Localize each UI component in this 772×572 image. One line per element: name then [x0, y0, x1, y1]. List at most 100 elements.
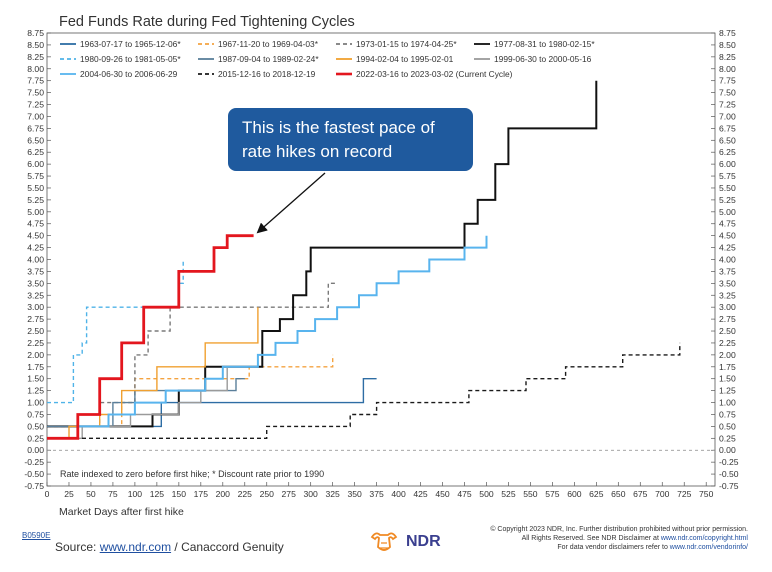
- source-link[interactable]: www.ndr.com: [99, 540, 172, 554]
- y-tick-label-left: 5.00: [27, 207, 44, 217]
- y-tick-label-right: 3.25: [719, 290, 736, 300]
- x-tick-label: 175: [194, 489, 209, 499]
- y-tick-label-right: 0.00: [719, 445, 736, 455]
- copyright-line-1: © Copyright 2023 NDR, Inc. Further distr…: [490, 526, 748, 533]
- y-tick-label-right: -0.25: [719, 457, 739, 467]
- y-tick-label-right: 4.25: [719, 243, 736, 253]
- y-tick-label-right: 1.00: [719, 398, 736, 408]
- series-line-5: [47, 259, 184, 404]
- y-tick-label-right: 5.50: [719, 183, 736, 193]
- y-tick-label-left: 6.50: [27, 135, 44, 145]
- y-tick-label-left: 0.25: [27, 433, 44, 443]
- y-tick-label-left: 7.25: [27, 100, 44, 110]
- y-tick-label-right: -0.50: [719, 469, 739, 479]
- y-tick-label-left: 6.75: [27, 123, 44, 133]
- y-tick-label-left: 2.00: [27, 350, 44, 360]
- y-tick-label-right: 6.50: [719, 135, 736, 145]
- y-tick-label-right: 6.75: [719, 123, 736, 133]
- series-line-10: [47, 342, 681, 439]
- copyright-line-3: For data vendor disclaimers refer to www…: [408, 543, 748, 552]
- x-tick-label: 225: [238, 489, 253, 499]
- series-line-7: [47, 307, 259, 439]
- y-tick-label-right: 5.00: [719, 207, 736, 217]
- callout-annotation: This is the fastest pace of rate hikes o…: [228, 108, 473, 234]
- y-tick-label-right: 2.50: [719, 326, 736, 336]
- x-tick-label: 400: [391, 489, 406, 499]
- y-tick-label-left: 0.75: [27, 409, 44, 419]
- y-tick-label-left: -0.25: [24, 457, 44, 467]
- callout-box: [228, 108, 473, 171]
- y-tick-label-right: 1.50: [719, 374, 736, 384]
- x-tick-label: 275: [282, 489, 297, 499]
- source-prefix: Source:: [55, 540, 100, 554]
- x-tick-label: 75: [108, 489, 118, 499]
- y-tick-label-left: 2.75: [27, 314, 44, 324]
- y-tick-label-right: 8.75: [719, 28, 736, 38]
- x-tick-label: 550: [523, 489, 538, 499]
- y-tick-label-right: 5.75: [719, 171, 736, 181]
- y-tick-label-left: 7.50: [27, 88, 44, 98]
- y-tick-label-right: 3.50: [719, 278, 736, 288]
- x-tick-label: 350: [347, 489, 362, 499]
- y-tick-label-left: 0.50: [27, 421, 44, 431]
- copyright-line-2: All Rights Reserved. See NDR Disclaimer …: [408, 534, 748, 543]
- legend-label: 1963-07-17 to 1965-12-06*: [80, 39, 181, 49]
- x-tick-label: 425: [413, 489, 428, 499]
- y-tick-label-left: 7.75: [27, 76, 44, 86]
- plot-frame: [46, 32, 716, 487]
- y-tick-label-left: -0.75: [24, 481, 44, 491]
- legend-label: 1977-08-31 to 1980-02-15*: [494, 39, 595, 49]
- y-tick-label-left: 1.75: [27, 362, 44, 372]
- x-tick-label: 0: [45, 489, 50, 499]
- x-tick-label: 300: [304, 489, 319, 499]
- x-tick-label: 325: [325, 489, 340, 499]
- y-tick-label-right: 7.00: [719, 111, 736, 121]
- callout-arrow: [256, 172, 326, 234]
- y-tick-label-right: 8.25: [719, 52, 736, 62]
- y-tick-label-right: 5.25: [719, 195, 736, 205]
- x-tick-label: 475: [457, 489, 472, 499]
- y-tick-label-left: 4.00: [27, 255, 44, 265]
- vendor-link[interactable]: www.ndr.com/vendorinfo/: [669, 544, 748, 551]
- legend-label: 1967-11-20 to 1969-04-03*: [218, 39, 319, 49]
- legend-label: 1999-06-30 to 2000-05-16: [494, 54, 592, 64]
- chart-note: Rate indexed to zero before first hike; …: [60, 469, 324, 479]
- y-tick-label-right: 3.00: [719, 302, 736, 312]
- y-axis-left: 8.75 8.50 8.25 8.00 7.75 7.50 7.257.00 6.75 6.50…: [24, 28, 51, 491]
- legend-label: 1973-01-15 to 1974-04-25*: [356, 39, 457, 49]
- x-tick-label: 250: [260, 489, 275, 499]
- copyright-line-2-text: All Rights Reserved. See NDR Disclaimer …: [521, 535, 661, 542]
- y-tick-label-left: -0.50: [24, 469, 44, 479]
- y-tick-label-right: 4.50: [719, 231, 736, 241]
- y-tick-label-left: 8.25: [27, 52, 44, 62]
- y-tick-label-right: 2.25: [719, 338, 736, 348]
- ndr-logo: NDR: [366, 527, 450, 557]
- chart-code[interactable]: B0590E: [22, 531, 51, 540]
- x-tick-label: 200: [216, 489, 231, 499]
- y-tick-label-left: 8.00: [27, 64, 44, 74]
- legend-label: 2015-12-16 to 2018-12-19: [218, 69, 316, 79]
- copyright-line-3-text: For data vendor disclaimers refer to: [557, 544, 670, 551]
- y-tick-label-left: 4.25: [27, 243, 44, 253]
- y-tick-label-left: 5.50: [27, 183, 44, 193]
- y-tick-label-right: 2.00: [719, 350, 736, 360]
- y-tick-label-left: 2.25: [27, 338, 44, 348]
- callout-line-1: This is the fastest pace of: [242, 118, 435, 137]
- series-line-11: [47, 234, 254, 440]
- x-tick-label: 625: [589, 489, 604, 499]
- y-tick-label-right: 1.75: [719, 362, 736, 372]
- bull-icon: [370, 532, 398, 551]
- copyright-link[interactable]: www.ndr.com/copyright.html: [660, 535, 748, 542]
- x-tick-label: 150: [172, 489, 187, 499]
- x-tick-label: 600: [567, 489, 582, 499]
- legend-label: 1994-02-04 to 1995-02-01: [356, 54, 454, 64]
- x-tick-label: 650: [611, 489, 626, 499]
- y-tick-label-left: 8.75: [27, 28, 44, 38]
- x-axis: 0 25 50 75 100 125 150 175 200 225 250 275 300 325 350…: [45, 482, 714, 499]
- x-tick-label: 125: [150, 489, 165, 499]
- x-tick-label: 725: [677, 489, 692, 499]
- source-suffix: / Canaccord Genuity: [171, 540, 284, 554]
- y-tick-label-left: 5.25: [27, 195, 44, 205]
- x-tick-label: 700: [655, 489, 670, 499]
